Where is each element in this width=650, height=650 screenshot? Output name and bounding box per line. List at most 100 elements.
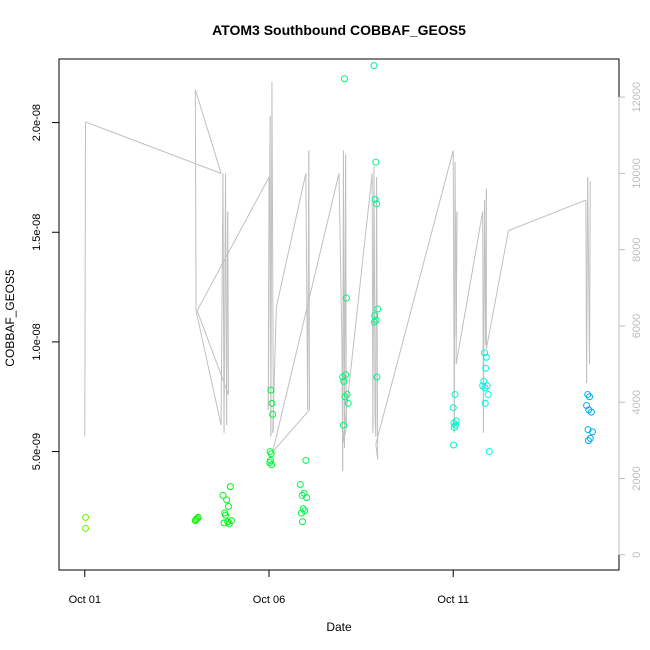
line-segment (589, 181, 591, 365)
data-point (370, 62, 378, 70)
data-point (482, 353, 490, 361)
data-point (450, 441, 458, 449)
data-point (373, 373, 381, 381)
data-point (267, 386, 275, 394)
data-point (484, 391, 492, 399)
data-point (339, 421, 347, 429)
data-point (82, 524, 90, 532)
data-point (584, 426, 592, 434)
data-point (584, 391, 592, 399)
line-segment (508, 199, 587, 232)
data-point (298, 491, 306, 499)
data-point (588, 428, 596, 436)
data-point (266, 456, 274, 464)
data-point (227, 517, 235, 525)
data-point (479, 382, 487, 390)
line-segment (455, 211, 458, 365)
data-point (371, 195, 379, 203)
data-point (296, 480, 304, 488)
data-point (451, 391, 459, 399)
data-point (194, 513, 202, 521)
y-axis-left: 5.0e-09 1.0e-08 1.5e-08 2.0e-08 (31, 104, 60, 470)
y-tick-label: 1.0e-08 (31, 323, 43, 360)
line-series (84, 81, 591, 471)
data-point (302, 456, 310, 464)
data-point (452, 417, 460, 425)
y-tick-label: 1.5e-08 (31, 214, 43, 251)
data-point (370, 318, 378, 326)
y2-tick-label: 4000 (631, 390, 643, 414)
line-segment (227, 211, 229, 395)
y2-tick-label: 10000 (631, 158, 643, 189)
y-axis-label: COBBAF_GEOS5 (3, 269, 17, 367)
x-tick-label: Oct 11 (437, 594, 469, 606)
line-segment (84, 121, 87, 437)
data-point (586, 434, 594, 442)
line-segment (272, 173, 340, 452)
data-point (584, 437, 592, 445)
line-segment (194, 89, 197, 311)
data-point (342, 294, 350, 302)
data-point (374, 305, 382, 313)
line-segment (308, 150, 311, 410)
data-point (223, 496, 231, 504)
data-point (224, 502, 232, 510)
line-segment (196, 310, 229, 395)
data-point (301, 507, 309, 515)
data-point (340, 377, 348, 385)
y-tick-label: 5.0e-09 (31, 433, 43, 470)
line-segment (271, 81, 274, 429)
data-point (372, 316, 380, 324)
line-segment (375, 150, 454, 445)
line-segment (272, 409, 310, 453)
x-axis: Oct 01 Oct 06 Oct 11 (69, 569, 469, 606)
data-point (481, 384, 489, 392)
data-point (82, 513, 90, 521)
data-point (299, 518, 307, 526)
line-segment (376, 177, 379, 460)
data-point (192, 516, 200, 524)
data-point (226, 483, 234, 491)
line-segment (338, 173, 343, 346)
data-point (303, 494, 311, 502)
data-point (268, 399, 276, 407)
y2-tick-label: 8000 (631, 237, 643, 261)
data-point (483, 382, 491, 390)
x-axis-label: Date (326, 620, 352, 634)
chart-title: ATOM3 Southbound COBBAF_GEOS5 (212, 22, 466, 38)
data-point (342, 371, 350, 379)
data-point (482, 364, 490, 372)
data-point (193, 514, 201, 522)
line-segment (196, 176, 270, 311)
data-point (269, 410, 277, 418)
data-point (220, 519, 228, 527)
data-point (451, 421, 459, 429)
y2-tick-label: 0 (631, 552, 643, 558)
line-segment (275, 173, 307, 307)
data-point (268, 461, 276, 469)
data-point (267, 450, 275, 458)
data-point (341, 393, 349, 401)
line-segment (194, 89, 222, 174)
line-segment (586, 177, 589, 384)
line-segment (345, 154, 347, 429)
data-point (219, 491, 227, 499)
y2-tick-label: 12000 (631, 82, 643, 113)
line-segment (375, 444, 379, 460)
data-point (587, 408, 595, 416)
data-point (344, 399, 352, 407)
data-point (485, 448, 493, 456)
data-point (341, 75, 349, 83)
scatter-series (82, 62, 596, 532)
line-segment (85, 121, 222, 174)
y-axis-right: 0 2000 4000 6000 8000 10000 12000 (618, 82, 643, 558)
data-point (586, 393, 594, 401)
plot-frame (58, 58, 620, 571)
line-segment (342, 173, 373, 445)
x-tick-label: Oct 01 (69, 594, 101, 606)
line-segment (373, 165, 376, 422)
data-point (481, 349, 489, 357)
data-point (373, 200, 381, 208)
data-point (481, 399, 489, 407)
